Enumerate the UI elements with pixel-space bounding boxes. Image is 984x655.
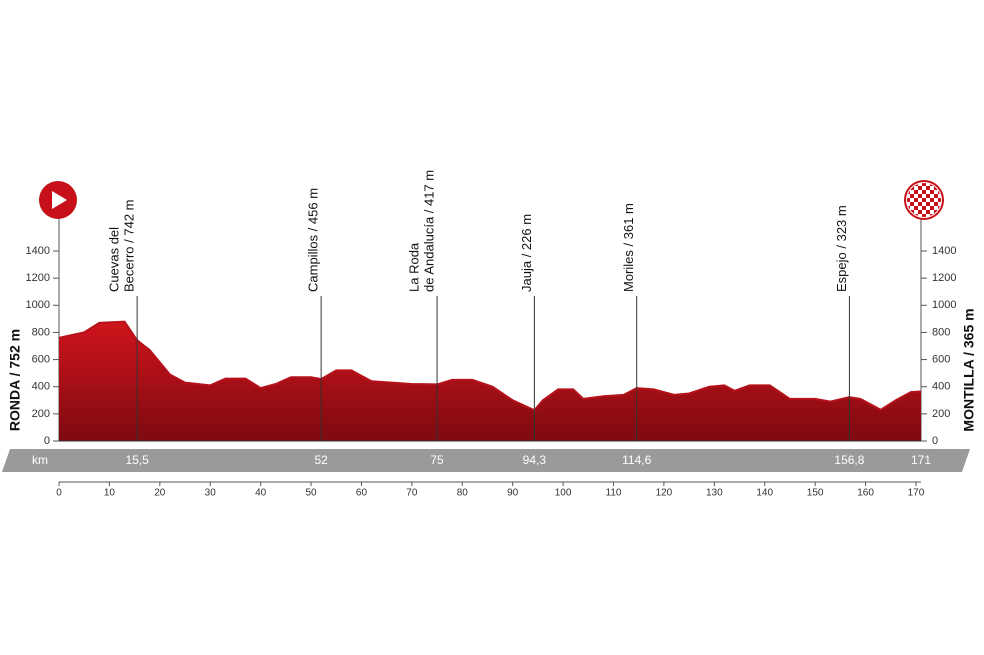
check [938,214,941,217]
waypoint-name: Jauja / 226 m [519,214,534,292]
x-tick-label: 30 [205,488,217,499]
check [907,214,910,217]
profile-line [58,320,922,412]
x-tick-label: 160 [857,488,874,499]
y-tick-label-right: 200 [932,408,950,420]
check [930,206,934,210]
waypoint-name: Moriles / 361 m [621,203,636,292]
x-tick-label: 80 [457,488,469,499]
y-tick-label: 1000 [26,299,50,311]
y-tick-label-right: 1000 [932,299,956,311]
area-fill [59,321,921,441]
check [926,194,930,198]
y-tick-label: 600 [32,353,50,365]
check [938,183,941,186]
x-tick-label: 100 [555,488,572,499]
check [922,214,926,217]
x-tick-label: 70 [406,488,418,499]
check [930,190,934,194]
check [918,194,922,198]
check [914,206,918,210]
y-tick-label: 1200 [26,272,50,284]
check [910,210,914,214]
waypoint-name: de Andalucía / 417 m [422,170,437,292]
check [918,186,922,190]
x-tick-label: 0 [56,488,62,499]
start-label: RONDA / 752 m [7,329,23,431]
x-tick-label: 60 [356,488,368,499]
check [914,198,918,202]
finish-label: MONTILLA / 365 m [961,308,977,431]
check [926,202,930,206]
check [922,190,926,194]
x-tick-label: 120 [656,488,673,499]
waypoint-name: Campillos / 456 m [306,188,321,292]
y-tick-label-right: 800 [932,326,950,338]
check [934,194,938,198]
y-tick-label-right: 1400 [932,245,956,257]
y-tick-label-right: 600 [932,353,950,365]
waypoint-name: Espejo / 323 m [834,205,849,292]
x-tick-label: 50 [305,488,317,499]
x-tick-label: 10 [104,488,116,499]
waypoint-km: 156,8 [834,453,864,467]
waypoint-name: La Roda [407,242,422,292]
x-tick-label: 90 [507,488,519,499]
x-tick-label: 40 [255,488,267,499]
check [914,190,918,194]
check [918,202,922,206]
x-tick-label: 140 [756,488,773,499]
waypoint-km: 52 [314,453,328,467]
x-tick-label: 150 [807,488,824,499]
y-tick-label-right: 0 [932,435,938,447]
check [907,198,910,202]
check [922,183,926,186]
check [910,186,914,190]
waypoint-km: 114,6 [622,453,651,467]
y-tick-label-right: 400 [932,381,950,393]
x-tick-label: 130 [706,488,723,499]
finish-km: 171 [911,453,931,467]
y-tick-label: 800 [32,326,50,338]
km-bar [2,449,970,472]
waypoint-km: 15,5 [125,453,149,467]
y-tick-label: 1400 [26,245,50,257]
y-tick-label: 0 [44,435,50,447]
start-icon [39,181,77,219]
check [907,183,910,186]
check [934,202,938,206]
km-label: km [32,453,48,467]
waypoint-km: 94,3 [523,453,547,467]
x-tick-label: 20 [154,488,166,499]
check [910,202,914,206]
y-tick-label: 400 [32,381,50,393]
check [938,198,941,202]
check [918,210,922,214]
check [926,186,930,190]
check [926,210,930,214]
x-tick-label: 110 [606,488,622,499]
finish-icon [904,180,944,220]
check [934,210,938,214]
waypoint-name: Becerro / 742 m [122,200,137,293]
check [922,198,926,202]
check [910,194,914,198]
x-tick-label: 170 [908,488,925,499]
check [934,186,938,190]
check [930,198,934,202]
y-tick-label: 200 [32,408,50,420]
check [922,206,926,210]
waypoint-km: 75 [430,453,444,467]
waypoint-name: Cuevas del [107,227,122,292]
y-tick-label-right: 1200 [932,272,956,284]
